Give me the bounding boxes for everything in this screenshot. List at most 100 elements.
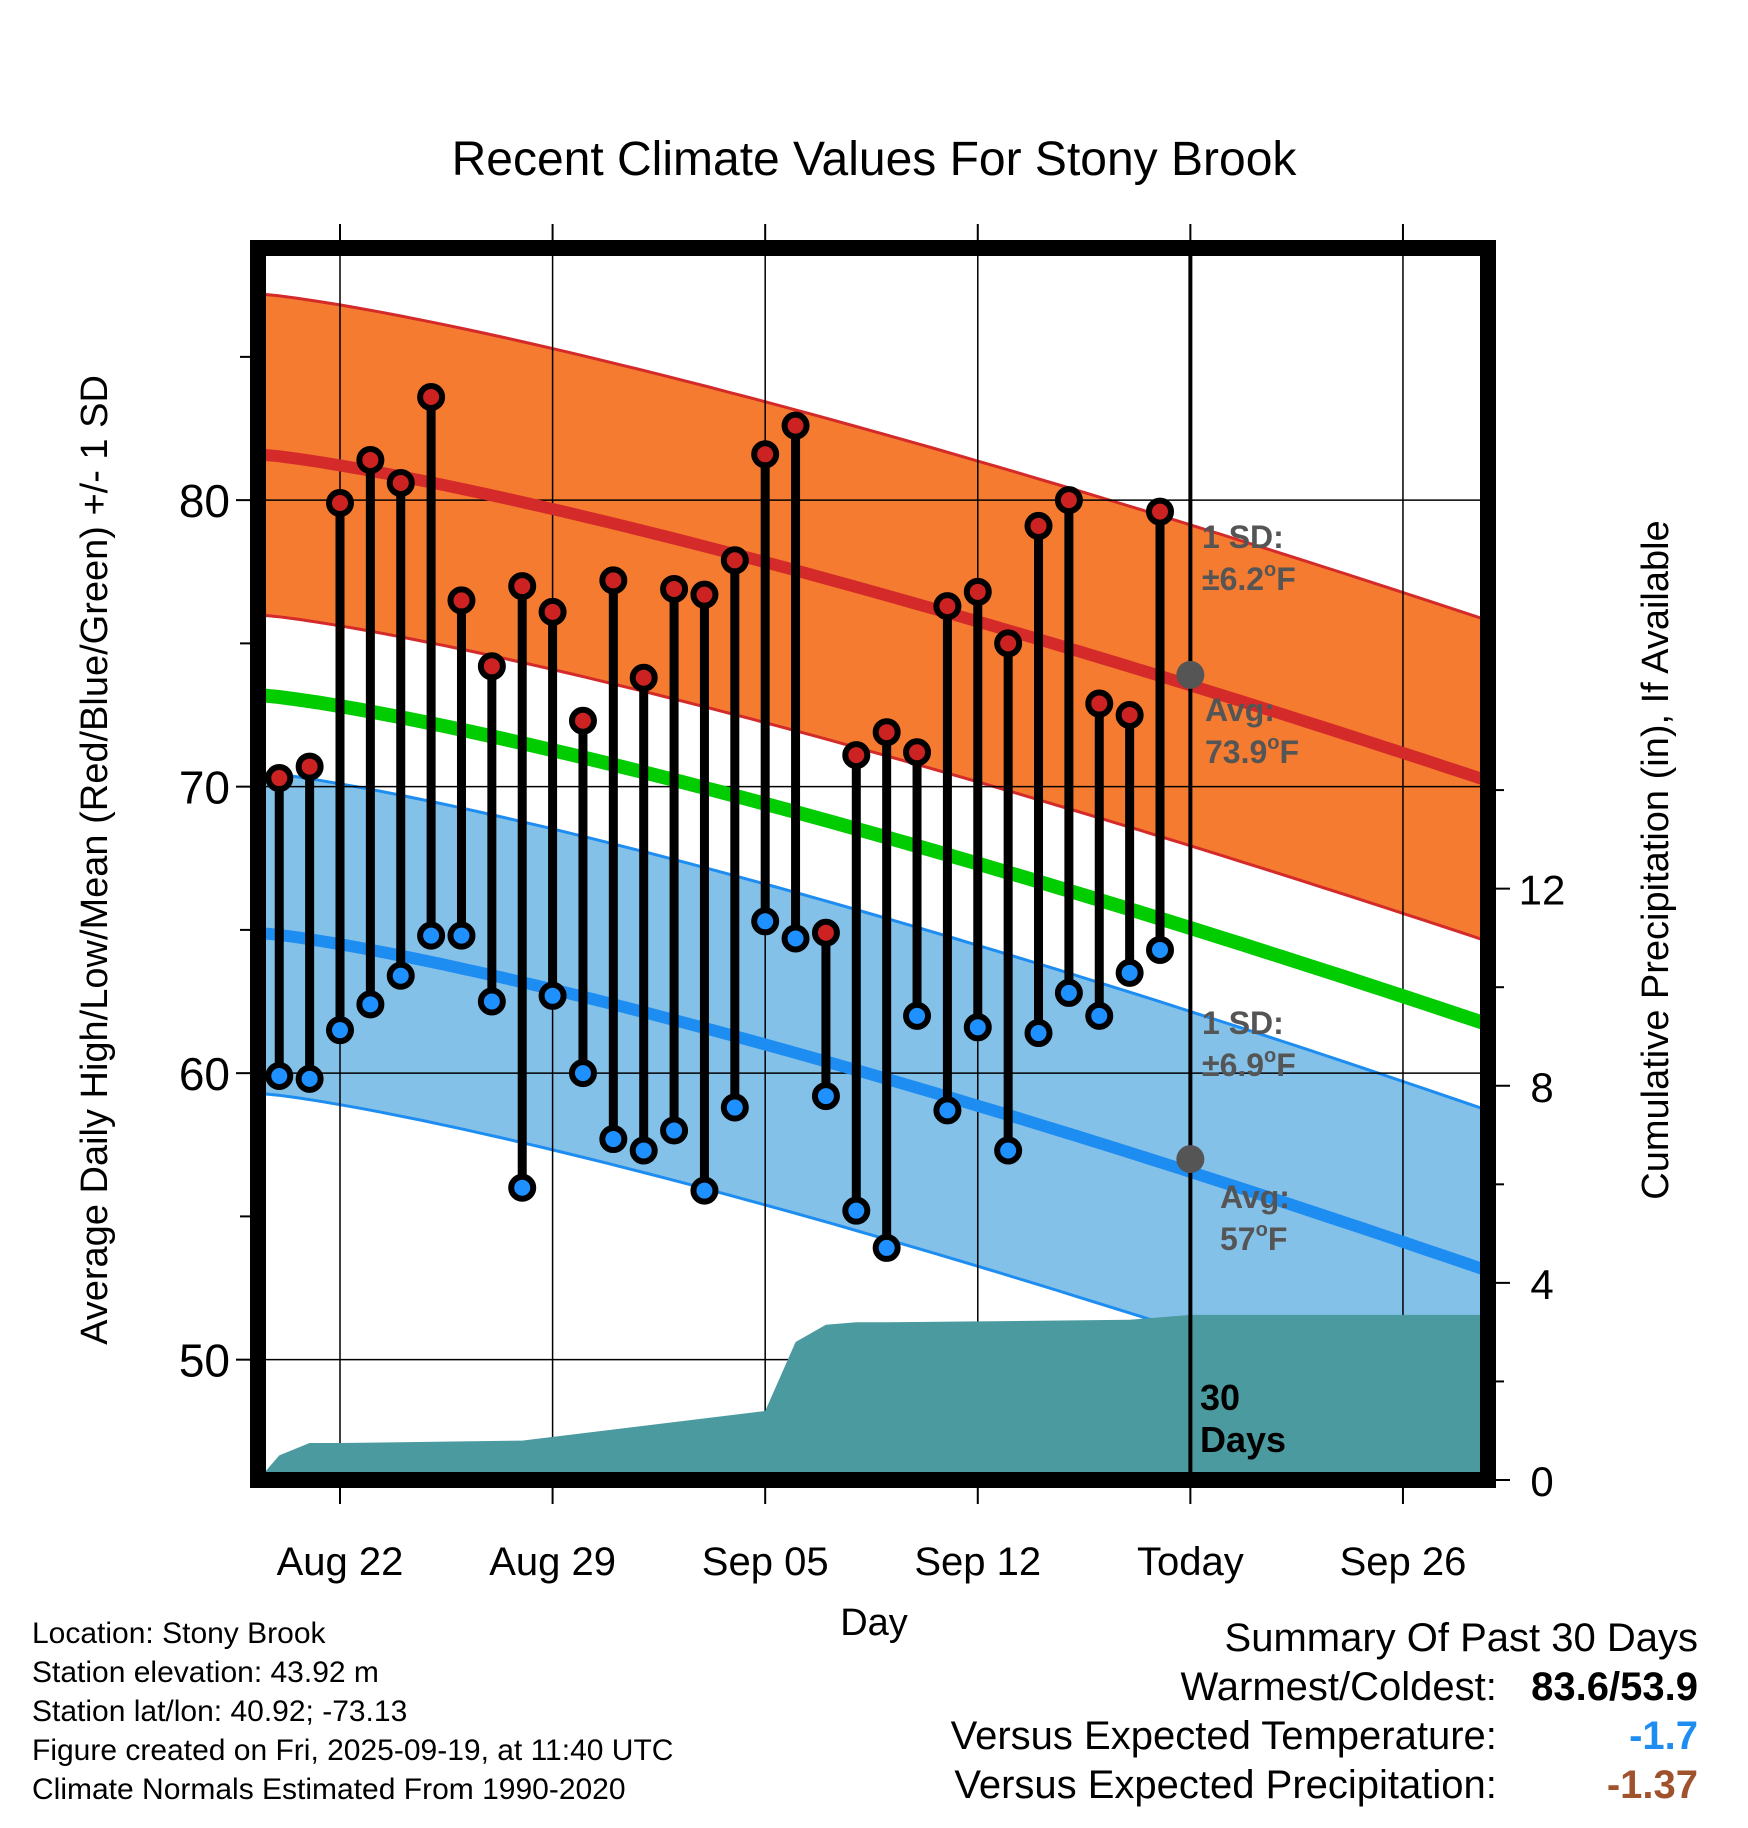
x-tick-label: Sep 12 [914,1540,1041,1584]
observed-high-point [1146,497,1174,526]
summary-title: Summary Of Past 30 Days [1224,1616,1698,1660]
low-normal-line [258,926,1488,1277]
x-tick-label: Aug 29 [489,1540,616,1584]
observed-low-point [599,1125,628,1154]
low-sd-annotation-line2: ±6.9oF [1202,1045,1296,1083]
high-avg-annotation-line1: Avg: [1205,692,1275,728]
today-low-avg-marker [1176,1145,1205,1174]
observed-high-point [599,566,628,595]
low-sd-band [258,772,1488,1432]
observed-high-point [629,663,658,692]
x-tick-label: Sep 05 [702,1540,829,1584]
low-avg-annotation-line2: 57oF [1220,1219,1287,1257]
observed-high-point [842,741,871,770]
summary-panel: Summary Of Past 30 Days Warmest/Coldest:… [951,1614,1698,1810]
observed-high-point [538,597,567,626]
high-sd-band [258,293,1488,942]
normals-text: Climate Normals Estimated From 1990-2020 [32,1773,626,1806]
plot-frame [250,240,1496,1488]
observed-low-point [417,921,446,950]
observed-low-point [1054,978,1083,1007]
high-normal-line [258,448,1488,787]
observed-low-point [508,1173,537,1202]
observed-low-point [1146,935,1174,964]
high-sd-annotation-line1: 1 SD: [1202,519,1284,555]
today-high-avg-marker [1176,660,1205,689]
observed-high-point [295,752,324,781]
observed-high-point [903,738,932,767]
observed-low-point [963,1013,992,1042]
y2-tick-label: 8 [1530,1064,1553,1111]
observed-high-point [447,586,476,615]
high-avg-annotation: Avg: 73.9oF [1205,692,1299,770]
observed-high-point [265,764,294,793]
observed-high-point [568,706,597,735]
observed-high-point [751,440,780,469]
observed-high-point [477,652,506,681]
observed-low-point [1085,1001,1114,1030]
low-avg-annotation: Avg: 57oF [1220,1179,1290,1257]
observed-high-point [1085,689,1114,718]
low-avg-annotation-degree: o [1256,1219,1268,1241]
days-label-line2: Days [1200,1419,1286,1460]
observed-high-point [417,382,446,411]
observed-low-point [751,907,780,936]
high-sd-annotation-unit: F [1276,561,1296,597]
observed-low-point [660,1116,689,1145]
y2-tick-label: 0 [1530,1458,1553,1505]
high-avg-annotation-line2: 73.9oF [1205,732,1299,770]
precip-area [258,1314,1488,1480]
observed-low-point [903,1001,932,1030]
temp-anomaly-label: Versus Expected Temperature: [950,1714,1497,1758]
observed-high-point [660,574,689,603]
high-sd-annotation-degree: o [1264,559,1276,581]
observed-high-point [1054,486,1083,515]
observed-high-point [781,411,810,440]
warmest-coldest-label: Warmest/Coldest: [1180,1665,1497,1709]
observed-high-point [356,446,385,475]
observed-low-point [1115,958,1144,987]
observed-high-point [1024,511,1053,540]
station-info: Location: Stony Brook Station elevation:… [32,1614,673,1809]
observed-low-point [356,990,385,1019]
observed-high-point [326,488,354,517]
precip-anomaly-row: Versus Expected Precipitation: -1.37 [951,1761,1698,1810]
low-avg-annotation-line1: Avg: [1220,1179,1290,1215]
observed-low-point [720,1093,749,1122]
observed-high-point [811,918,840,947]
warmest-coldest-value: 83.6/53.9 [1531,1665,1698,1709]
observed-low-point [629,1136,658,1165]
observed-low-point [326,1016,354,1045]
low-sd-annotation-unit: F [1276,1047,1296,1083]
low-sd-annotation: 1 SD: ±6.9oF [1202,1005,1296,1083]
observed-low-point [690,1176,719,1205]
y-tick-label: 80 [179,475,230,527]
y2-axis-label: Cumulative Precipitation (in), If Availa… [1635,520,1677,1199]
observed-low-point [842,1196,871,1225]
y-tick-label: 70 [179,762,230,814]
observed-low-point [477,987,506,1016]
x-tick-label: Aug 22 [277,1540,404,1584]
low-sd-annotation-degree: o [1264,1045,1276,1067]
observed-low-point [265,1062,294,1091]
location-text: Location: Stony Brook [32,1617,326,1650]
observed-low-point [568,1059,597,1088]
observed-high-point [933,592,962,621]
temp-anomaly-value: -1.7 [1629,1714,1698,1758]
precip-anomaly-label: Versus Expected Precipitation: [954,1763,1497,1807]
low-sd-annotation-line1: 1 SD: [1202,1005,1284,1041]
observed-low-point [1024,1019,1053,1048]
y-tick-label: 50 [179,1335,230,1387]
days-label-line1: 30 [1200,1377,1240,1418]
y2-tick-label: 12 [1519,867,1566,914]
observed-high-point [872,718,901,747]
observed-high-point [963,577,992,606]
chart-title: Recent Climate Values For Stony Brook [452,133,1298,186]
high-avg-annotation-unit: F [1280,734,1300,770]
x-axis-label: Day [840,1602,908,1644]
observed-high-point [720,546,749,575]
observed-low-point [994,1136,1023,1165]
